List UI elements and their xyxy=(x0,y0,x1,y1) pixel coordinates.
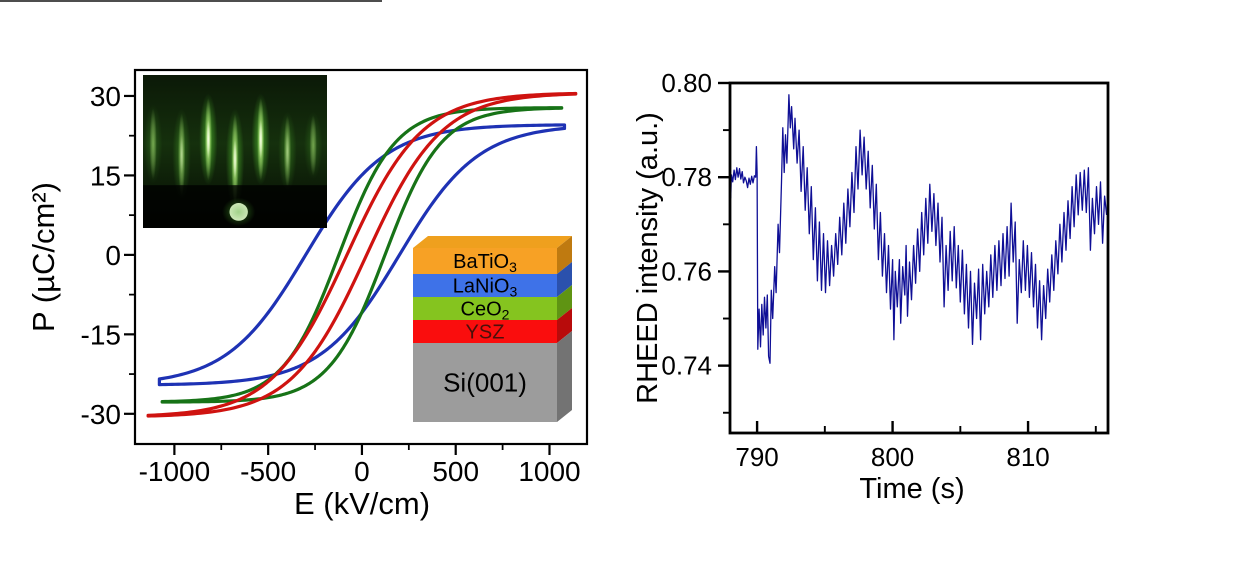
stack-layer-front xyxy=(413,248,557,274)
stack-layer-label: BaTiO3 xyxy=(453,251,517,275)
rheed-streak-core xyxy=(232,139,238,180)
y-tick-label: 0.80 xyxy=(661,68,712,98)
rheed-streak xyxy=(309,115,317,176)
x-tick-label: 790 xyxy=(735,442,778,472)
stack-layer-side xyxy=(557,262,572,297)
y-tick-label: -30 xyxy=(81,399,121,430)
stack-layer-label: YSZ xyxy=(466,322,505,344)
y-tick-label: 30 xyxy=(90,81,121,112)
y-tick-label: 0.78 xyxy=(661,162,712,192)
stack-layer-front xyxy=(413,297,557,320)
x-tick-label: 810 xyxy=(1006,442,1049,472)
stack-layer-side xyxy=(557,236,572,274)
rheed-y-axis-title: RHEED intensity (a.u.) xyxy=(632,112,664,404)
y-tick-label: 0 xyxy=(105,240,121,271)
rheed-streak-core xyxy=(258,119,263,160)
pe-x-axis-title: E (kV/cm) xyxy=(293,486,431,521)
stack-layer-side xyxy=(557,308,572,343)
stack-layer-side xyxy=(557,285,572,320)
y-tick-label: 15 xyxy=(90,160,121,191)
rheed-spot-glow xyxy=(222,197,256,227)
stack-layer-front xyxy=(413,343,557,422)
pe-y-axis-title: P (µC/cm²) xyxy=(26,182,61,332)
x-tick-label: -1000 xyxy=(139,456,211,487)
rheed-intensity-curve xyxy=(730,94,1108,364)
y-tick-label: 0.76 xyxy=(661,256,712,286)
rheed-x-axis-title: Time (s) xyxy=(859,473,965,505)
rheed-diffraction-image xyxy=(143,75,327,228)
rheed-streak xyxy=(149,108,157,180)
x-tick-label: 500 xyxy=(432,456,479,487)
stack-layer-side xyxy=(557,331,572,422)
rheed-streak-core xyxy=(206,119,211,160)
stack-layer-label: CeO2 xyxy=(461,299,510,323)
pe_loops-panel: -1000 -500 0 500 1000 30 15 0 -15 -30 xyxy=(81,68,589,487)
x-tick-label: 1000 xyxy=(518,456,580,487)
stack-top-face xyxy=(413,236,572,248)
rheed_trace-frame xyxy=(728,81,1110,435)
stack-layer-front xyxy=(413,320,557,343)
y-tick-label: 0.74 xyxy=(661,351,712,381)
rheed_trace-panel: 790 800 810 0.74 0.76 0.78 0.80 xyxy=(661,68,1110,472)
y-tick-label: -15 xyxy=(81,319,121,350)
stack-layer-label: LaNiO3 xyxy=(453,276,518,300)
x-tick-label: 800 xyxy=(871,442,914,472)
loop-red-curve xyxy=(146,91,578,418)
x-tick-label: -500 xyxy=(240,456,296,487)
rheed-streak-core xyxy=(179,134,184,175)
loop-blue-curve xyxy=(157,123,567,387)
stack-layer-front xyxy=(413,274,557,297)
screenshot-edge-artifact xyxy=(0,0,382,2)
stack-layer-label: Si(001) xyxy=(443,368,527,398)
x-tick-label: 0 xyxy=(354,456,370,487)
rheed-streak-core xyxy=(285,131,290,172)
